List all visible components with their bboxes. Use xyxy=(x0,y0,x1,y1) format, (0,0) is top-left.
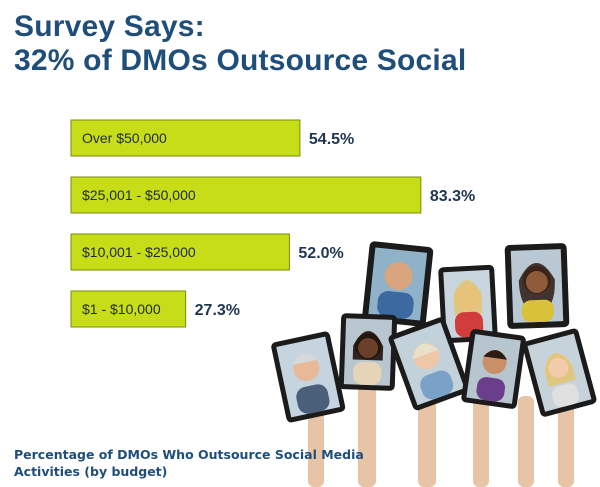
bar-category-label-3: $1 - $10,000 xyxy=(82,301,161,317)
bar-category-label-2: $10,001 - $25,000 xyxy=(82,244,196,260)
page-title-line-1: Survey Says: xyxy=(14,10,205,43)
bar-3 xyxy=(70,290,187,328)
bar-category-label-0: Over $50,000 xyxy=(82,130,167,146)
bar-value-label-1: 83.3% xyxy=(430,188,475,205)
bar-category-label-1: $25,001 - $50,000 xyxy=(82,187,196,203)
bar-2 xyxy=(70,233,290,271)
chart-caption: Percentage of DMOs Who Outsource Social … xyxy=(14,447,364,479)
bar-value-label-2: 52.0% xyxy=(298,245,343,262)
page-title-line-2: 32% of DMOs Outsource Social xyxy=(14,44,467,77)
bar-value-label-3: 27.3% xyxy=(195,302,240,319)
bar-1 xyxy=(70,176,422,214)
people-holding-tablets-photo xyxy=(271,241,597,487)
bar-value-label-0: 54.5% xyxy=(309,131,354,148)
bar-0 xyxy=(70,119,301,157)
